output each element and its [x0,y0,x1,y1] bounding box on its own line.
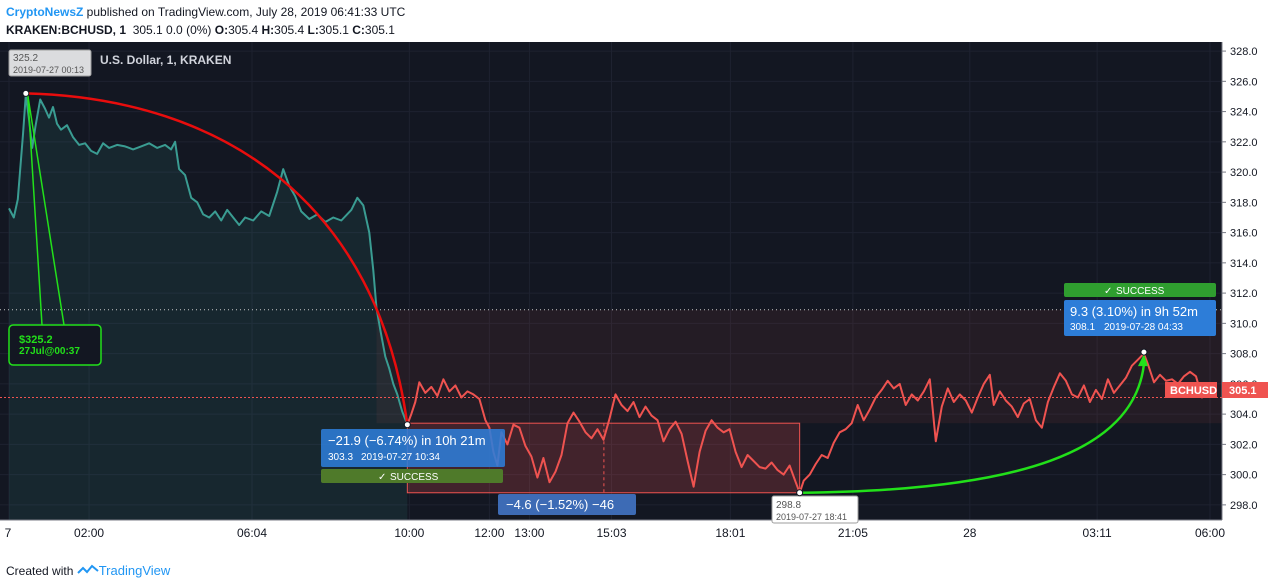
range-measure-box [498,494,636,515]
peak-label-price: 325.2 [13,53,38,64]
drop-marker [403,421,411,429]
drop-measure-box [321,429,505,467]
drop-success-badge [321,469,503,483]
drop-measure-text: −21.9 (−6.74%) in 10h 21m [328,433,486,448]
range-measure: −4.6 (−1.52%) −46 [498,494,636,515]
rise-success-text: SUCCESS [1116,286,1165,297]
callout-price: $325.2 [19,334,53,346]
price-tick-label: 326.0 [1230,76,1258,88]
price-tick-label: 322.0 [1230,137,1258,149]
drop-measure-price: 303.3 [328,452,353,463]
range-measure-text: −4.6 (−1.52%) −46 [506,497,614,512]
price-tick-label: 328.0 [1230,46,1258,58]
last-change: 305.1 0.0 (0%) [132,23,212,37]
price-tick-label: 316.0 [1230,228,1258,240]
created-with-text: Created with [6,564,74,578]
low-value: 305.1 [318,23,349,37]
symbol-tag-box [1165,382,1217,398]
footer: Created with TradingView [6,563,170,579]
low-label: 298.8 2019-07-27 18:41 [771,495,859,524]
low-marker [796,489,804,497]
price-tick-label: 324.0 [1230,107,1258,119]
rise-measure-text: 9.3 (3.10%) in 9h 52m [1070,304,1198,319]
rise-measure-time: 2019-07-28 04:33 [1104,322,1183,333]
high-value: 305.4 [274,23,305,37]
rise-arrowhead [1137,354,1148,367]
low-label: L: [307,23,319,37]
price-tick-label: 310.0 [1230,318,1258,330]
low-label-box [771,495,859,524]
time-tick-label: 13:00 [514,526,544,540]
last-price-box [1222,382,1268,398]
price-tag: BCHUSD 305.1 [1165,382,1268,398]
callout-pointer [27,95,65,326]
callout-box [8,324,102,366]
drop-success-check: ✓ [378,472,386,483]
price-tick-label: 298.0 [1230,500,1258,512]
price-tick-label: 320.0 [1230,167,1258,179]
price-series-teal [8,93,409,426]
open-label: O: [214,23,229,37]
close-value: 305.1 [364,23,395,37]
last-price-text: 305.1 [1229,385,1257,397]
time-tick-label: 06:04 [237,526,267,540]
price-area-fill [9,94,408,521]
price-tick-label: 300.0 [1230,470,1258,482]
point-markers [22,89,1148,497]
price-tick-label: 304.0 [1230,409,1258,421]
plot-area [0,42,1222,520]
time-axis[interactable]: 7 02:00 06:04 10:00 12:00 13:00 15:03 18:01 21:0… [0,519,1225,540]
drop-measure: −21.9 (−6.74%) in 10h 21m 303.3 2019-07-… [321,429,505,483]
symbol-line: KRAKEN:BCHUSD, 1 305.1 0.0 (0%) O:305.4 … [6,23,395,37]
close-label: C: [352,23,365,37]
rise-arc [799,363,1146,495]
drop-arc [25,92,409,425]
rise-measure: ✓ SUCCESS 9.3 (3.10%) in 9h 52m 308.1 20… [1064,283,1216,336]
price-axis[interactable]: 298.0300.0302.0304.0306.0308.0310.0312.0… [1221,42,1258,520]
callout-time: 27Jul@00:37 [19,346,80,357]
price-tick-label: 318.0 [1230,197,1258,209]
time-tick-label: 7 [5,526,12,540]
low-label-price: 298.8 [776,500,801,511]
published-text: published on TradingView.com, July 28, 2… [83,5,406,19]
time-tick-label: 10:00 [394,526,424,540]
rise-success-check: ✓ [1104,286,1112,297]
rise-success-badge [1064,283,1216,297]
time-tick-label: 12:00 [474,526,504,540]
tradingview-logo-icon [77,564,99,579]
price-tick-label: 302.0 [1230,439,1258,451]
time-tick-label: 06:00 [1195,526,1225,540]
high-label: H: [261,23,275,37]
time-tick-label: 02:00 [74,526,104,540]
legend-title: U.S. Dollar, 1, KRAKEN [100,53,231,67]
rise-marker [1140,348,1148,356]
time-tick-label: 03:11 [1083,526,1112,540]
peak-marker [22,89,30,97]
tradingview-link[interactable]: TradingView [98,563,171,578]
publish-line: CryptoNewsZ published on TradingView.com… [6,5,405,19]
rise-measure-price: 308.1 [1070,322,1095,333]
rise-measure-box [1064,300,1216,336]
time-tick-label: 18:01 [715,526,745,540]
peak-label-box [8,49,92,77]
symbol-label: KRAKEN:BCHUSD, 1 [6,23,127,37]
time-tick-label: 15:03 [596,526,626,540]
time-tick-label: 21:05 [838,526,868,540]
open-value: 305.4 [228,23,259,37]
price-tick-label: 308.0 [1230,349,1258,361]
peak-label-time: 2019-07-27 00:13 [13,65,84,75]
publisher-link[interactable]: CryptoNewsZ [6,5,84,19]
price-tick-label: 312.0 [1230,288,1258,300]
symbol-tag-text: BCHUSD [1170,385,1217,397]
time-tick-label: 28 [963,526,977,540]
price-tick-label: 314.0 [1230,258,1258,270]
price-chart[interactable]: 298.0300.0302.0304.0306.0308.0310.0312.0… [0,42,1274,558]
grid [0,42,1222,520]
low-label-time: 2019-07-27 18:41 [776,512,847,522]
drop-measure-time: 2019-07-27 10:34 [361,452,440,463]
price-callout: $325.2 27Jul@00:37 [8,324,102,366]
peak-label: 325.2 2019-07-27 00:13 [8,49,92,77]
drop-success-text: SUCCESS [390,472,439,483]
